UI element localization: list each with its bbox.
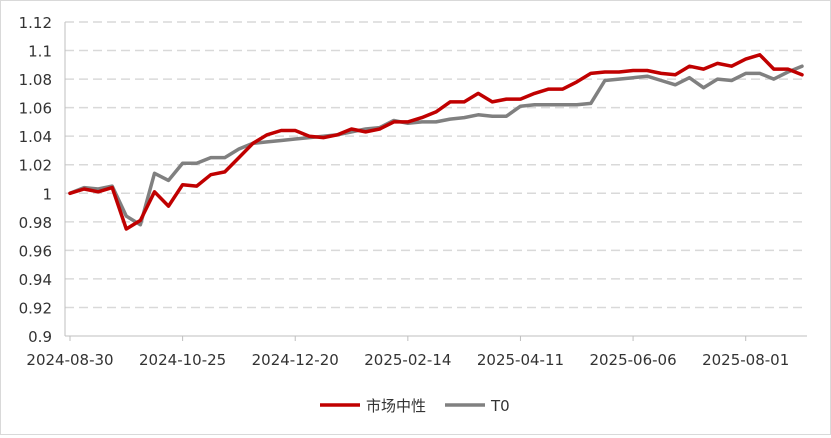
y-tick-label: 0.96 — [19, 242, 52, 260]
legend-label: T0 — [490, 397, 510, 415]
y-tick-label: 1.08 — [19, 71, 52, 89]
y-axis: 0.9 0.92 0.94 0.96 0.98 1 1.02 1.04 1.06 1.08 1.1 1… — [19, 14, 66, 346]
x-tick-label: 2025-04-11 — [477, 351, 564, 369]
y-tick-label: 1.02 — [19, 157, 52, 175]
y-tick-label: 1.06 — [19, 100, 52, 118]
legend-label: 市场中性 — [366, 397, 426, 415]
y-tick-label: 1.12 — [19, 14, 52, 32]
y-tick-label: 0.9 — [28, 328, 52, 346]
y-tick-label: 0.92 — [19, 299, 52, 317]
x-tick-label: 2025-08-01 — [702, 351, 789, 369]
x-axis: 2024-08-30 2024-10-25 2024-12-20 2025-02-14… — [26, 335, 807, 369]
x-tick-label: 2024-08-30 — [26, 351, 113, 369]
y-tick-label: 0.94 — [19, 271, 52, 289]
x-tick-label: 2025-02-14 — [364, 351, 451, 369]
legend-item-market-neutral: 市场中性 — [320, 397, 426, 415]
y-tick-label: 1.04 — [19, 128, 52, 146]
grid-lines — [65, 21, 807, 309]
x-tick-label: 2024-12-20 — [252, 351, 339, 369]
x-tick-label: 2025-06-06 — [589, 351, 676, 369]
series-layer — [68, 53, 804, 231]
legend: 市场中性 T0 — [320, 397, 510, 415]
y-tick-label: 1 — [42, 185, 52, 203]
y-tick-label: 0.98 — [19, 214, 52, 232]
y-tick-label: 1.1 — [28, 43, 52, 61]
series-line-market-neutral — [68, 53, 804, 231]
series-line-t0 — [68, 64, 804, 227]
x-tick-label: 2024-10-25 — [139, 351, 226, 369]
legend-item-t0: T0 — [445, 397, 510, 415]
